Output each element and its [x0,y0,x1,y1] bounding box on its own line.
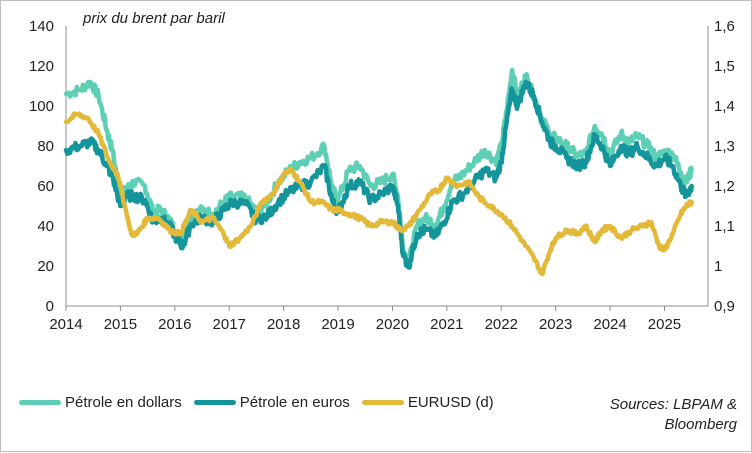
x-tick-label: 2021 [430,316,463,333]
legend-item-eurusd: EURUSD (d) [361,394,494,411]
left-tick-label: 60 [37,178,54,195]
series-group [63,67,694,277]
axes-lines [65,26,709,307]
right-tick-label: 1,3 [714,138,735,155]
legend-item-usd: Pétrole en dollars [19,394,182,411]
x-tick-label: 2024 [593,316,626,333]
x-tick-label: 2016 [158,316,191,333]
x-tick-label: 2019 [321,316,354,333]
series-line-eurusd [63,111,694,277]
sources-line-1: Sources: LBPAM & [609,396,737,413]
left-tick-label: 100 [29,98,54,115]
right-tick-label: 1 [714,258,722,275]
left-tick-label: 80 [37,138,54,155]
right-tick-label: 1,5 [714,58,735,75]
legend-item-eur: Pétrole en euros [193,394,350,411]
legend-swatch-usd [19,400,61,405]
x-tick-label: 2014 [49,316,82,333]
left-axis: 0 20 40 60 80 100 120 140 [29,18,54,315]
x-tick-label: 2025 [648,316,681,333]
left-tick-label: 140 [29,18,54,35]
x-tick-label: 2020 [376,316,409,333]
left-tick-label: 0 [46,298,54,315]
legend-swatch-eurusd [361,400,404,405]
left-tick-label: 40 [37,218,54,235]
right-tick-label: 1,1 [714,218,735,235]
sources-line-2: Bloomberg [664,416,737,433]
right-tick-label: 1,6 [714,18,735,35]
legend-label-eurusd: EURUSD (d) [407,394,494,411]
legend-swatch-eur [193,400,236,405]
left-tick-label: 20 [37,258,54,275]
legend-label-usd: Pétrole en dollars [65,394,182,411]
x-tick-label: 2018 [267,316,300,333]
x-tick-label: 2022 [485,316,518,333]
x-tick-label: 2023 [539,316,572,333]
legend: Pétrole en dollars Pétrole en euros EURU… [19,394,506,411]
x-tick-label: 2017 [213,316,246,333]
x-tick-label: 2015 [104,316,137,333]
legend-label-eur: Pétrole en euros [239,394,350,411]
right-tick-label: 1,2 [714,178,735,195]
sources-note: Sources: LBPAM & Bloomberg [567,395,737,435]
right-tick-label: 0,9 [714,298,735,315]
x-axis: 2014 2015 2016 2017 2018 2019 2020 2021 2022 2023… [49,306,681,333]
left-tick-label: 120 [29,58,54,75]
right-tick-label: 1,4 [714,98,735,115]
chart-annotation: prix du brent par baril [82,10,225,27]
right-axis: 0,9 1 1,1 1,2 1,3 1,4 1,5 1,6 [714,18,735,315]
